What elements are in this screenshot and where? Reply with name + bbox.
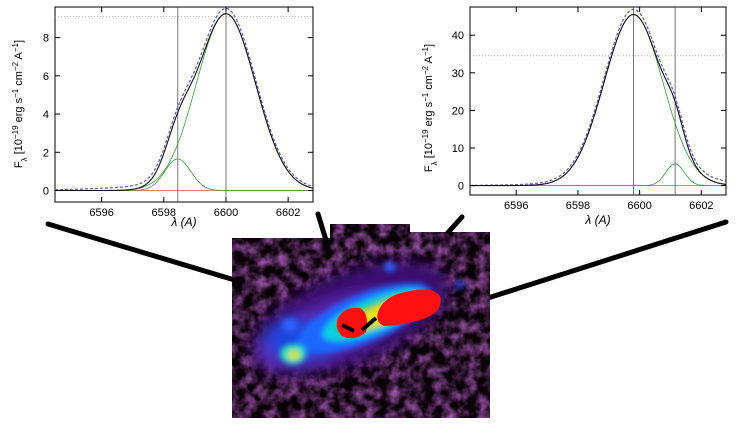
- x-tick-label: 6600: [627, 200, 651, 212]
- model-fit-line: [55, 13, 314, 192]
- spectrum-panel-right: 6596 6598 6600 6602 0 10 20 30 40 λ (A) Fλ [10−…: [421, 6, 727, 227]
- x-tick-label: 6602: [689, 200, 713, 212]
- spectrum-panel-left: 6596 6598 6600 6602 0 2 4 6 8 λ (A) Fλ [10−19 e…: [11, 6, 314, 229]
- y-tick-label: 2: [43, 147, 49, 159]
- x-tick-label: 6600: [214, 207, 238, 219]
- x-axis-label: λ (A): [584, 213, 610, 227]
- y-tick-label: 6: [43, 71, 49, 83]
- y-tick-label: 40: [452, 30, 464, 42]
- y-tick-label: 30: [452, 68, 464, 80]
- y-axis-label: Fλ [10−19 erg s−1 cm−2 A−1]: [11, 40, 29, 168]
- y-tick-label: 20: [452, 105, 464, 117]
- model-fit-line: [470, 14, 727, 187]
- x-tick-label: 6602: [276, 207, 300, 219]
- x-tick-label: 6598: [152, 207, 176, 219]
- y-tick-label: 4: [43, 109, 49, 121]
- plot-frame: [469, 6, 727, 196]
- component-gaussian-line: [55, 13, 314, 191]
- observed-spectrum-line: [469, 8, 727, 186]
- emission-core-right: [377, 289, 441, 326]
- plot-frame: [54, 6, 314, 203]
- y-tick-label: 0: [43, 186, 49, 198]
- x-axis-label: λ (A): [170, 215, 196, 229]
- x-tick-label: 6596: [504, 200, 528, 212]
- component-gaussian-line: [470, 163, 726, 186]
- emission-map-image: [232, 224, 490, 418]
- x-tick-label: 6596: [89, 207, 113, 219]
- y-tick-label: 8: [43, 33, 49, 45]
- x-tick-label: 6598: [566, 200, 590, 212]
- y-axis-label: Fλ [10−19 erg s−1 cm−2 A−1]: [421, 44, 439, 172]
- component-gaussian-line: [55, 158, 313, 191]
- y-tick-label: 0: [458, 181, 464, 193]
- emission-core-left: [336, 307, 368, 339]
- y-tick-label: 10: [452, 143, 464, 155]
